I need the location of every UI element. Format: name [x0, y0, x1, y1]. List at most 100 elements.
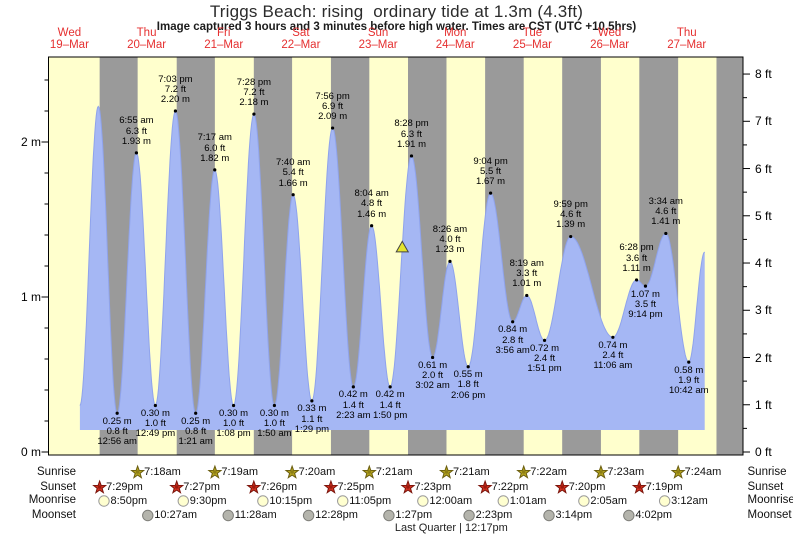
tide-annotation-line: 0.42 m: [375, 389, 405, 401]
day-of-week: Fri: [217, 27, 231, 39]
moonrise-time: 12:00am: [429, 494, 473, 507]
sunset-time: 7:29pm: [106, 481, 143, 493]
tide-annotation-line: 0.58 m: [674, 364, 704, 376]
tide-extreme-dot: [272, 403, 277, 408]
tide-annotation-line: 1.8 ft: [457, 379, 479, 391]
tide-low-annotation: 0.33 m 1.1 ft 1:29 pm: [270, 404, 354, 435]
y-axis-label-ft: 4 ft: [755, 256, 772, 271]
tide-extreme-dot: [370, 224, 374, 228]
tide-annotation-line: 1.41 m: [651, 216, 681, 228]
sunset-time: 7:26pm: [260, 481, 298, 493]
y-axis-label-ft: 7 ft: [755, 114, 772, 129]
tide-annotation-line: 0.30 m: [219, 408, 249, 419]
moonset-time: 10:27am: [154, 509, 198, 521]
tide-extreme-dot: [351, 385, 355, 389]
sunrise-star-icon-center: [367, 470, 372, 474]
sunset-star-icon-center: [560, 485, 564, 489]
tide-extreme-dot: [409, 154, 414, 158]
tide-high-annotation: 8:19 am 3.3 ft 1.01 m: [485, 257, 569, 290]
moonset-circle-icon: [383, 509, 395, 522]
sunrise-time: 7:21am: [375, 466, 413, 478]
tide-annotation-line: 11:06 am: [593, 360, 633, 372]
tide-extreme-dot: [569, 234, 573, 239]
tide-extreme-dot: [431, 355, 435, 360]
day-of-week: Thu: [136, 27, 157, 39]
moonrise-circle-icon: [98, 495, 110, 507]
day-of-week: Sun: [367, 27, 389, 39]
tide-low-annotation: 0.30 m 1.0 ft 1:08 pm: [192, 408, 276, 440]
day-label: Tue 25–Mar: [500, 27, 564, 51]
y-axis-label-m: 1 m: [20, 290, 41, 304]
moonset-time: 4:02pm: [635, 509, 673, 521]
moon-phase-label: Last Quarter | 12:17pm: [394, 521, 508, 534]
tide-curve-line: [79, 105, 706, 415]
tide-annotation-line: 7:17 am: [197, 132, 232, 144]
day-date: 26–Mar: [590, 39, 630, 51]
sunrise-star-icon-center: [135, 470, 140, 474]
tide-high-annotation: 9:59 pm 4.6 ft 1.39 m: [529, 199, 613, 231]
tide-high-annotation: 7:17 am 6.0 ft 1.82 m: [173, 133, 257, 164]
tide-high-annotation: 8:26 am 4.0 ft 1.23 m: [408, 224, 492, 256]
tide-annotation-line: 2.8 ft: [502, 334, 524, 346]
page-subtitle: Image captured 3 hours and 3 minutes bef…: [156, 21, 637, 33]
tide-extreme-dot: [448, 259, 452, 263]
tide-annotation-line: 0.8 ft: [185, 425, 207, 437]
day-label: Wed 26–Mar: [578, 27, 642, 51]
tide-low-annotation: 0.61 m 2.0 ft 3:02 am: [391, 360, 475, 392]
tide-annotation-line: 6.0 ft: [204, 142, 226, 154]
tide-annotation-line: 1:08 pm: [216, 428, 251, 440]
tide-annotation-line: 0.72 m: [530, 342, 560, 354]
astro-row-label-left-sunset: Sunset: [40, 480, 76, 493]
moonrise-circle-icon: [337, 495, 349, 507]
tide-high-annotation: 7:03 pm 7.2 ft 2.20 m: [133, 73, 217, 106]
tide-annotation-line: 7:03 pm: [158, 73, 193, 85]
day-date: 21–Mar: [204, 39, 244, 51]
y-axis-label-ft: 1 ft: [755, 397, 772, 412]
tide-annotation-line: 9:14 pm: [628, 309, 663, 321]
tide-annotation-line: 9:04 pm: [473, 155, 508, 167]
tide-low-annotation: 0.55 m 1.8 ft 2:06 pm: [426, 370, 510, 401]
tide-extreme-dot: [231, 403, 236, 408]
sunset-time: 7:19pm: [645, 481, 683, 493]
moonrise-circle-icon: [417, 495, 429, 507]
tide-annotation-line: 1:21 am: [178, 436, 213, 448]
day-date: 23–Mar: [358, 39, 398, 51]
tide-annotation-line: 0.30 m: [140, 408, 170, 419]
sunset-star-icon-center: [329, 485, 333, 489]
tide-annotation-line: 0.25 m: [102, 415, 132, 427]
tide-annotation-line: 1.11 m: [622, 262, 651, 274]
tide-annotation-line: 8:19 am: [509, 257, 544, 269]
tide-annotation-line: 7.2 ft: [164, 83, 186, 95]
tide-high-annotation: 7:40 am 5.4 ft 1.66 m: [251, 157, 335, 189]
tide-annotation-line: 2.0 ft: [422, 370, 444, 382]
moonset-time: 12:28pm: [315, 509, 358, 521]
tide-annotation-line: 7:40 am: [275, 157, 311, 169]
tide-low-annotation: 0.58 m 1.9 ft 10:42 am: [647, 364, 731, 397]
tide-extreme-dot: [252, 112, 256, 116]
tide-annotation-line: 1.1 ft: [301, 413, 323, 425]
tide-annotation-line: 2.20 m: [160, 93, 190, 105]
tide-annotation-line: 6.3 ft: [400, 128, 423, 140]
tide-extreme-dot: [664, 231, 668, 236]
y-axis-label-ft: 3 ft: [755, 303, 772, 318]
day-date: 20–Mar: [127, 39, 167, 51]
day-label: Fri 21–Mar: [192, 27, 256, 51]
sunset-star-icon-center: [174, 485, 179, 489]
day-label: Thu 20–Mar: [115, 27, 179, 51]
tide-extreme-dot: [634, 278, 639, 282]
tide-annotation-line: 7:28 pm: [236, 76, 272, 88]
tide-high-annotation: 8:28 pm 6.3 ft 1.91 m: [369, 119, 453, 150]
sunrise-star-icon-center: [676, 470, 680, 474]
y-axis-label-ft: 6 ft: [755, 161, 772, 176]
plot-border: [48, 56, 744, 456]
tide-extreme-dot: [643, 284, 648, 288]
moonset-time: 3:14pm: [555, 509, 593, 521]
sunset-star-icon-center: [97, 485, 102, 489]
tide-extreme-dot: [310, 399, 314, 403]
tide-high-annotation: 7:28 pm 7.2 ft 2.18 m: [212, 76, 296, 109]
tide-extreme-dot: [331, 126, 335, 130]
tide-annotation-line: 2.4 ft: [602, 350, 624, 361]
moonrise-circle-icon: [177, 495, 189, 507]
moonset-circle-icon: [142, 509, 154, 522]
